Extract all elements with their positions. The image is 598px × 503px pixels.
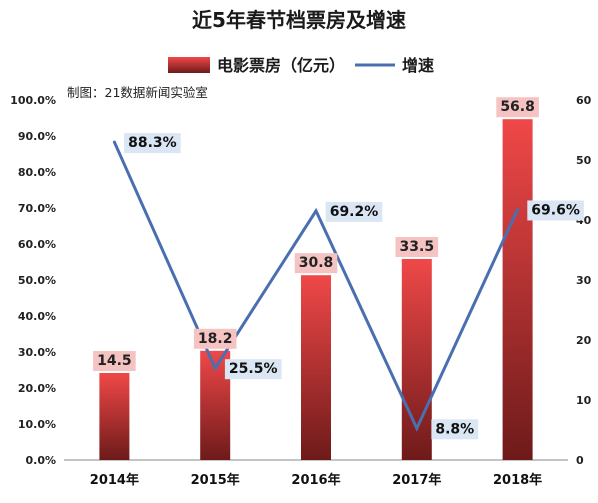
bar — [301, 275, 331, 460]
y-left-tick-label: 40.0% — [18, 310, 56, 323]
line-value-label-bg — [124, 133, 181, 154]
bar-value-label-bg — [193, 328, 237, 349]
line-point — [415, 426, 419, 430]
bar — [502, 119, 533, 460]
y-left-tick-label: 50.0% — [18, 274, 56, 287]
legend-swatch-bar — [168, 57, 210, 73]
bar-value-label: 14.5 — [97, 353, 132, 369]
y-right-tick-label: 60 — [576, 94, 592, 107]
y-left-tick-label: 70.0% — [18, 202, 56, 215]
y-left-tick-label: 0.0% — [25, 454, 56, 467]
line-point — [213, 366, 217, 370]
bar-value-label-bg — [496, 97, 539, 118]
bar-series — [99, 119, 533, 460]
line-value-label-group: 25.5% — [224, 359, 282, 380]
y-right-tick-label: 10 — [576, 394, 592, 407]
y-right-tick-label: 20 — [576, 334, 592, 347]
chart-credit: 制图：21数据新闻实验室 — [67, 85, 208, 100]
line-value-label-group: 8.8% — [431, 419, 479, 440]
bar-value-label-group: 18.2 — [193, 328, 237, 349]
bar-value-label-bg — [395, 237, 439, 257]
line-value-label-bg — [325, 201, 383, 222]
x-tick-label: 2015年 — [191, 472, 240, 488]
y-left-tick-label: 60.0% — [18, 238, 56, 251]
line-point — [516, 207, 520, 211]
line-value-label-bg — [527, 200, 584, 221]
y-left-tick-label: 90.0% — [18, 130, 56, 143]
x-tick-label: 2018年 — [493, 472, 542, 488]
bar-value-label-bg — [294, 253, 338, 274]
bar-value-label: 18.2 — [198, 331, 233, 347]
y-axis-left: 0.0% 10.0% 20.0% 30.0% 40.0% 50.0% 60.0% 70.0% 8… — [10, 94, 56, 467]
line-value-label-group: 69.6% — [527, 200, 584, 221]
legend: 电影票房（亿元） 增速 — [168, 56, 434, 75]
y-right-tick-label: 30 — [576, 274, 592, 287]
line-point — [112, 140, 116, 144]
bar-value-label: 56.8 — [500, 99, 535, 115]
bar-value-label-bg — [93, 351, 136, 371]
bar-value-label: 33.5 — [400, 239, 435, 255]
line-value-label: 69.2% — [330, 204, 379, 220]
bar-value-label-group: 14.5 — [93, 351, 136, 371]
line-value-label-bg — [224, 359, 282, 380]
line-value-label: 8.8% — [435, 421, 474, 437]
legend-label-line: 增速 — [402, 56, 434, 75]
line-value-label: 25.5% — [229, 361, 278, 377]
y-left-tick-label: 10.0% — [18, 418, 56, 431]
x-axis: 2014年 2015年 2016年 2017年 2018年 — [90, 472, 542, 488]
x-tick-label: 2017年 — [392, 472, 441, 488]
y-left-tick-label: 30.0% — [18, 346, 56, 359]
x-tick-label: 2016年 — [291, 472, 340, 488]
y-right-tick-label: 50 — [576, 154, 592, 167]
line-value-label-group: 69.2% — [325, 201, 383, 222]
y-left-tick-label: 100.0% — [10, 94, 56, 107]
y-left-tick-label: 80.0% — [18, 166, 56, 179]
legend-label-bar: 电影票房（亿元） — [217, 56, 345, 75]
y-right-tick-label: 0 — [576, 454, 584, 467]
bar — [99, 373, 130, 460]
chart-title: 近5年春节档票房及增速 — [192, 8, 406, 32]
line-value-label: 69.6% — [531, 202, 580, 218]
bar-value-label-group: 56.8 — [496, 97, 539, 118]
line-value-label-bg — [431, 419, 479, 440]
line-value-label-group: 88.3% — [124, 133, 181, 154]
line-value-label: 88.3% — [128, 135, 177, 151]
y-left-tick-label: 20.0% — [18, 382, 56, 395]
x-tick-label: 2014年 — [90, 472, 139, 488]
bar-value-label-group: 33.5 — [395, 237, 439, 257]
bar-value-label-group: 30.8 — [294, 253, 338, 274]
line-point — [314, 209, 318, 213]
data-labels: 14.5 18.2 30.8 33.5 56.8 88.3% 25.5% 69.2% 8.8% 6… — [93, 97, 584, 440]
line-series — [112, 140, 520, 432]
bar-value-label: 30.8 — [299, 255, 334, 271]
